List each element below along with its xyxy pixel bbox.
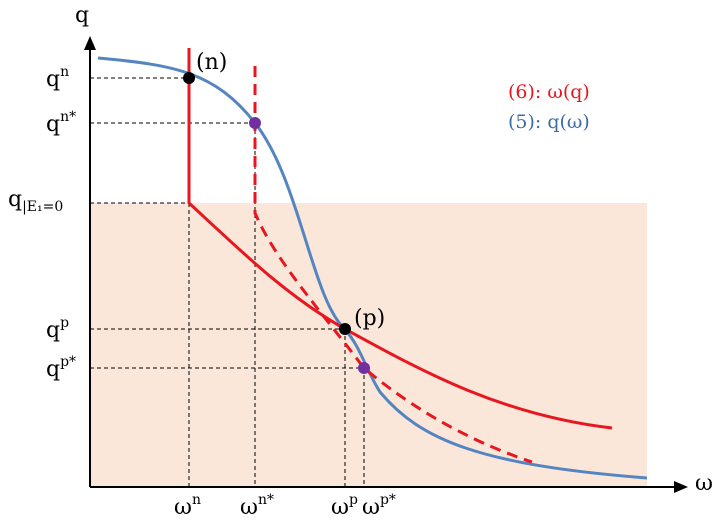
point-n bbox=[183, 72, 195, 84]
point-p-star bbox=[358, 362, 370, 374]
tick-wp-star-sup: p* bbox=[380, 492, 396, 508]
tick-wn-star-sup: n* bbox=[258, 492, 274, 508]
tick-wp-sup: p bbox=[349, 492, 358, 508]
tick-wp-star: ωp* bbox=[362, 492, 396, 520]
tick-qp-star-base: q bbox=[46, 357, 60, 382]
y-axis-label: q bbox=[75, 3, 89, 28]
guide-lines bbox=[90, 77, 365, 487]
tick-qp-sup: p bbox=[60, 315, 69, 331]
tick-q-e1-base: q bbox=[8, 187, 22, 212]
tick-qp: qp bbox=[46, 315, 69, 343]
curve-omega-of-q-star bbox=[253, 66, 533, 464]
point-p bbox=[339, 323, 351, 335]
point-p-label: (p) bbox=[354, 306, 385, 331]
tick-qn-base: q bbox=[46, 67, 60, 92]
tick-qn-star-base: q bbox=[46, 112, 60, 137]
tick-q-e1-sub: |E₁=0 bbox=[22, 199, 63, 215]
tick-wp-star-base: ω bbox=[362, 495, 380, 520]
tick-wp: ωp bbox=[331, 492, 358, 520]
tick-qn-sup: n bbox=[60, 64, 69, 80]
x-axis-label: ω bbox=[695, 471, 713, 496]
legend-blue: (5): q(ω) bbox=[508, 111, 590, 133]
axes bbox=[89, 46, 678, 488]
tick-qp-star-sup: p* bbox=[60, 354, 76, 370]
tick-q-e1: q|E₁=0 bbox=[8, 187, 63, 215]
tick-qp-star: qp* bbox=[46, 354, 76, 382]
tick-qn-star-sup: n* bbox=[60, 109, 76, 125]
point-n-star bbox=[249, 117, 261, 129]
tick-wn: ωn bbox=[174, 492, 201, 520]
y-axis-arrow bbox=[84, 36, 96, 50]
tick-wn-star: ωn* bbox=[240, 492, 274, 520]
tick-qp-base: q bbox=[46, 318, 60, 343]
x-axis-arrow bbox=[674, 481, 688, 493]
shaded-region bbox=[90, 203, 647, 487]
tick-wn-base: ω bbox=[174, 495, 192, 520]
tick-wp-base: ω bbox=[331, 495, 349, 520]
tick-wn-star-base: ω bbox=[240, 495, 258, 520]
point-n-label: (n) bbox=[196, 50, 227, 75]
tick-qn: qn bbox=[46, 64, 69, 92]
tick-qn-star: qn* bbox=[46, 109, 76, 137]
tick-wn-sup: n bbox=[192, 492, 201, 508]
legend-red: (6): ω(q) bbox=[508, 81, 590, 103]
